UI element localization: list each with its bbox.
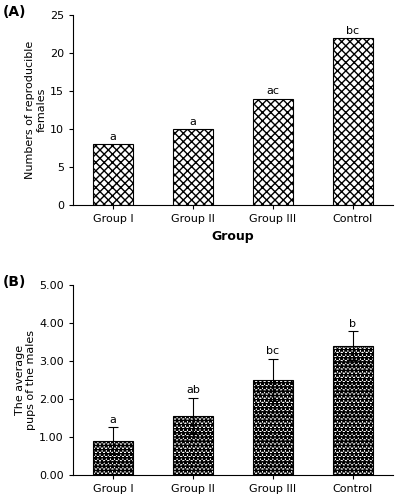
Bar [253, 380, 293, 475]
Text: (B): (B) [2, 276, 26, 289]
Text: b: b [350, 318, 356, 328]
Text: a: a [109, 415, 116, 425]
Text: a: a [109, 132, 116, 142]
Text: ab: ab [186, 385, 200, 395]
Bar [93, 441, 133, 475]
Text: bc: bc [346, 26, 359, 36]
Text: a: a [190, 117, 196, 127]
X-axis label: Group: Group [211, 230, 254, 242]
Bar [333, 346, 373, 475]
Bar [93, 144, 133, 205]
Bar [173, 129, 213, 205]
Bar [333, 38, 373, 205]
Y-axis label: The average
pups of the males: The average pups of the males [15, 330, 36, 430]
Text: bc: bc [266, 346, 279, 356]
Text: ac: ac [266, 86, 279, 97]
Text: (A): (A) [2, 6, 26, 20]
Bar [253, 98, 293, 205]
Bar [173, 416, 213, 475]
Y-axis label: Numbers of reproducible
females: Numbers of reproducible females [26, 41, 47, 179]
